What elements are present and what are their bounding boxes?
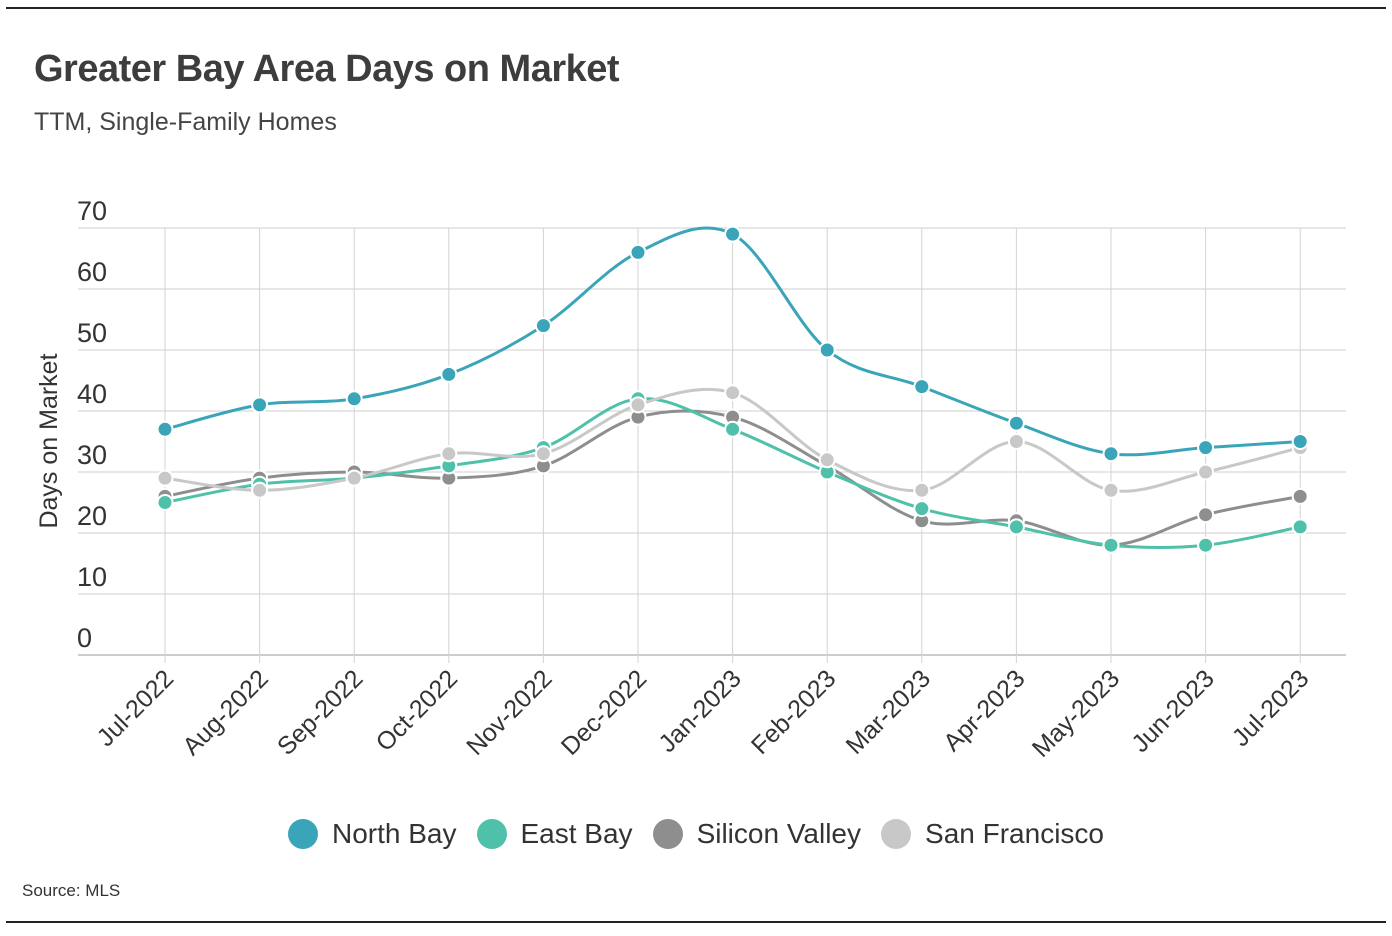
legend-label-san-francisco: San Francisco [925, 818, 1104, 849]
data-point-san-francisco [1197, 463, 1215, 481]
data-point-silicon-valley [1197, 506, 1215, 524]
bottom-rule [6, 921, 1386, 923]
data-point-east-bay [1102, 536, 1120, 554]
legend-item-san-francisco: San Francisco [881, 818, 1104, 850]
y-tick-label: 70 [77, 196, 107, 226]
y-tick-label: 20 [77, 501, 107, 531]
x-tick-label: Oct-2022 [371, 664, 464, 757]
x-tick-label: Aug-2022 [177, 664, 273, 760]
x-tick-label: May-2023 [1027, 664, 1125, 762]
legend-label-north-bay: North Bay [332, 818, 457, 849]
x-tick-label: Jul-2023 [1227, 664, 1315, 752]
data-point-north-bay [724, 225, 742, 243]
data-point-north-bay [1291, 433, 1309, 450]
y-axis-label: Days on Market [35, 353, 63, 528]
data-point-east-bay [1291, 518, 1309, 536]
x-tick-label: Jun-2023 [1126, 664, 1220, 758]
legend-label-east-bay: East Bay [520, 818, 633, 849]
data-point-san-francisco [913, 481, 931, 499]
legend-swatch-san-francisco [881, 819, 912, 849]
data-point-north-bay [251, 396, 269, 414]
y-tick-label: 30 [77, 440, 107, 470]
data-point-north-bay [913, 378, 931, 396]
data-point-east-bay [1197, 536, 1215, 554]
data-point-san-francisco [345, 469, 363, 487]
data-point-east-bay [1007, 518, 1025, 536]
legend: North Bay East Bay Silicon Valley San Franc… [0, 818, 1392, 850]
data-point-north-bay [156, 420, 174, 438]
series-north-bay [156, 225, 1309, 463]
series-san-francisco [156, 384, 1309, 499]
data-point-san-francisco [629, 396, 647, 414]
x-tick-label: Dec-2022 [556, 664, 652, 760]
legend-label-silicon-valley: Silicon Valley [696, 818, 862, 849]
data-point-north-bay [818, 341, 836, 359]
y-tick-label: 40 [77, 379, 107, 409]
chart-subtitle: TTM, Single-Family Homes [34, 108, 337, 136]
data-point-north-bay [629, 243, 647, 261]
data-point-east-bay [913, 500, 931, 518]
data-point-san-francisco [440, 445, 458, 463]
data-point-east-bay [156, 494, 174, 511]
x-tick-label: Jul-2022 [92, 664, 180, 752]
x-tick-label: Jan-2023 [653, 664, 747, 758]
data-point-san-francisco [534, 445, 552, 463]
legend-swatch-silicon-valley [652, 819, 683, 849]
data-point-north-bay [1007, 414, 1025, 432]
data-point-san-francisco [818, 451, 836, 469]
legend-item-east-bay: East Bay [476, 818, 633, 850]
x-tick-label: Mar-2023 [841, 664, 936, 759]
legend-item-north-bay: North Bay [288, 818, 457, 850]
data-point-north-bay [534, 317, 552, 335]
data-point-san-francisco [724, 384, 742, 402]
data-point-north-bay [1102, 445, 1120, 463]
data-point-east-bay [724, 420, 742, 438]
data-point-silicon-valley [1291, 487, 1309, 505]
chart-title: Greater Bay Area Days on Market [34, 48, 620, 90]
y-tick-label: 60 [77, 257, 107, 287]
x-tick-label: Nov-2022 [461, 664, 557, 760]
x-tick-label: Apr-2023 [938, 664, 1031, 757]
data-point-san-francisco [156, 469, 174, 487]
top-rule [6, 7, 1386, 9]
source-note: Source: MLS [22, 881, 121, 900]
data-point-north-bay [1197, 439, 1215, 457]
x-tick-label: Sep-2022 [272, 664, 368, 760]
data-point-san-francisco [251, 481, 269, 499]
y-tick-label: 10 [77, 562, 107, 592]
y-tick-label: 50 [77, 318, 107, 348]
legend-swatch-east-bay [476, 819, 507, 849]
data-point-san-francisco [1007, 433, 1025, 450]
data-point-san-francisco [1102, 481, 1120, 499]
data-point-north-bay [345, 390, 363, 408]
legend-item-silicon-valley: Silicon Valley [652, 818, 862, 850]
legend-swatch-north-bay [288, 819, 318, 849]
data-point-north-bay [440, 365, 458, 383]
y-tick-label: 0 [77, 623, 92, 653]
x-tick-label: Feb-2023 [746, 664, 841, 759]
